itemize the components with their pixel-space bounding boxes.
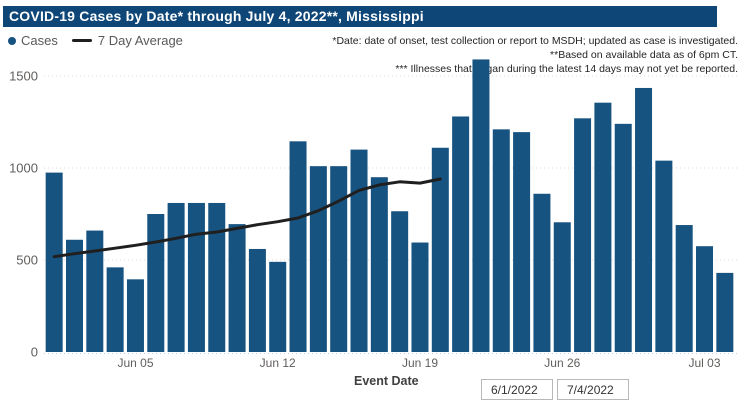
- bar-jun-1[interactable]: [45, 172, 63, 352]
- bar-jun-15[interactable]: [330, 166, 348, 352]
- bar-jun-11[interactable]: [248, 248, 266, 352]
- bar-jul-2[interactable]: [675, 225, 693, 352]
- bar-jun-29[interactable]: [614, 123, 632, 352]
- bar-jul-4[interactable]: [716, 272, 734, 352]
- bar-jun-18[interactable]: [391, 211, 409, 352]
- start-date-input[interactable]: [481, 379, 553, 400]
- seven-day-average-line: [52, 177, 442, 259]
- legend-item-cases[interactable]: Cases: [8, 33, 58, 48]
- legend-cases-label: Cases: [21, 33, 58, 48]
- bar-jun-5[interactable]: [126, 279, 144, 352]
- bar-jun-14[interactable]: [309, 166, 327, 352]
- bar-jun-25[interactable]: [533, 193, 551, 352]
- x-tick-label-jun-05: Jun 05: [117, 356, 153, 370]
- x-tick-label-jun-12: Jun 12: [260, 356, 296, 370]
- x-tick-label-jun-26: Jun 26: [544, 356, 580, 370]
- date-range-filter: [481, 379, 629, 400]
- end-date-input[interactable]: [557, 379, 629, 400]
- bar-jun-28[interactable]: [594, 102, 612, 353]
- y-tick-label-0: 0: [31, 345, 38, 360]
- bar-jun-19[interactable]: [411, 242, 429, 352]
- footnote-data-asof: **Based on available data as of 6pm CT.: [550, 49, 738, 61]
- bar-jun-27[interactable]: [574, 118, 592, 352]
- footnote-date-definition: *Date: date of onset, test collection or…: [332, 35, 738, 47]
- legend-item-average[interactable]: 7 Day Average: [58, 33, 183, 48]
- legend: Cases 7 Day Average: [8, 33, 183, 48]
- chart-title: COVID-19 Cases by Date* through July 4, …: [9, 8, 424, 24]
- y-tick-label-1500: 1500: [9, 69, 38, 84]
- bar-jun-24[interactable]: [513, 132, 531, 352]
- bar-jun-3[interactable]: [86, 230, 104, 352]
- legend-average-label: 7 Day Average: [97, 33, 183, 48]
- x-tick-label-jun-19: Jun 19: [402, 356, 438, 370]
- average-line-icon: [71, 39, 92, 42]
- x-axis-title: Event Date: [354, 374, 419, 388]
- bar-jun-10[interactable]: [228, 224, 246, 352]
- bar-jun-12[interactable]: [269, 261, 287, 352]
- bar-jun-13[interactable]: [289, 141, 307, 352]
- bar-jun-23[interactable]: [492, 129, 510, 352]
- bar-jun-21[interactable]: [452, 116, 470, 352]
- bar-jun-22[interactable]: [472, 59, 490, 352]
- bar-jun-8[interactable]: [187, 202, 205, 352]
- bar-jul-1[interactable]: [655, 160, 673, 352]
- bar-jul-3[interactable]: [696, 246, 714, 352]
- y-tick-label-1000: 1000: [9, 161, 38, 176]
- bar-jun-9[interactable]: [208, 202, 226, 352]
- bar-jun-6[interactable]: [147, 214, 165, 352]
- chart-title-bar: COVID-19 Cases by Date* through July 4, …: [3, 6, 717, 27]
- bar-jun-4[interactable]: [106, 267, 124, 352]
- bar-jun-16[interactable]: [350, 149, 368, 352]
- bar-jun-26[interactable]: [553, 222, 571, 352]
- x-tick-label-jul-03: Jul 03: [688, 356, 720, 370]
- bar-jun-2[interactable]: [65, 239, 83, 352]
- y-tick-label-500: 500: [16, 253, 38, 268]
- bar-jun-17[interactable]: [370, 177, 388, 352]
- bar-jun-30[interactable]: [635, 87, 653, 353]
- cases-dot-icon: [8, 36, 16, 45]
- bar-jun-7[interactable]: [167, 202, 185, 352]
- bar-jun-20[interactable]: [431, 147, 449, 352]
